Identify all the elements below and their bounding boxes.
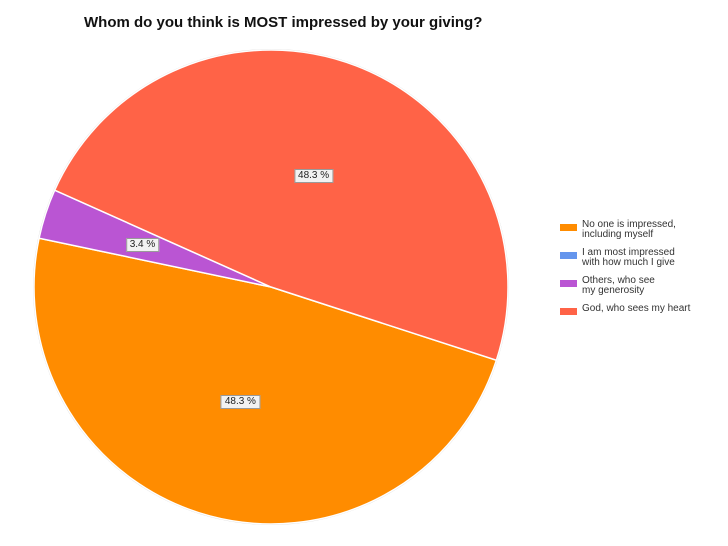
legend-swatch-0 bbox=[560, 224, 577, 231]
legend-item-0: No one is impressed, including myself bbox=[560, 220, 720, 240]
pie-slice-0[interactable] bbox=[33, 237, 498, 525]
slice-value-label-3: 48.3 % bbox=[294, 169, 334, 184]
legend-label-2: Others, who see my generosity bbox=[582, 275, 655, 296]
legend-swatch-1 bbox=[560, 252, 577, 259]
legend-swatch-3 bbox=[560, 308, 577, 315]
slice-value-label-2: 3.4 % bbox=[125, 238, 160, 253]
legend-swatch-2 bbox=[560, 280, 577, 287]
chart-title: Whom do you think is MOST impressed by y… bbox=[84, 14, 483, 31]
legend: No one is impressed, including myself I am… bbox=[560, 220, 720, 323]
legend-item-2: Others, who see my generosity bbox=[560, 276, 720, 296]
legend-item-3: God, who sees my heart bbox=[560, 304, 720, 315]
slice-value-label-0: 48.3 % bbox=[220, 394, 260, 409]
legend-label-0: No one is impressed, including myself bbox=[582, 219, 676, 240]
legend-item-1: I am most impressed with how much I give bbox=[560, 248, 720, 268]
legend-label-1: I am most impressed with how much I give bbox=[582, 247, 675, 268]
legend-label-3: God, who sees my heart bbox=[582, 303, 691, 314]
pie-slice-3[interactable] bbox=[53, 49, 509, 362]
